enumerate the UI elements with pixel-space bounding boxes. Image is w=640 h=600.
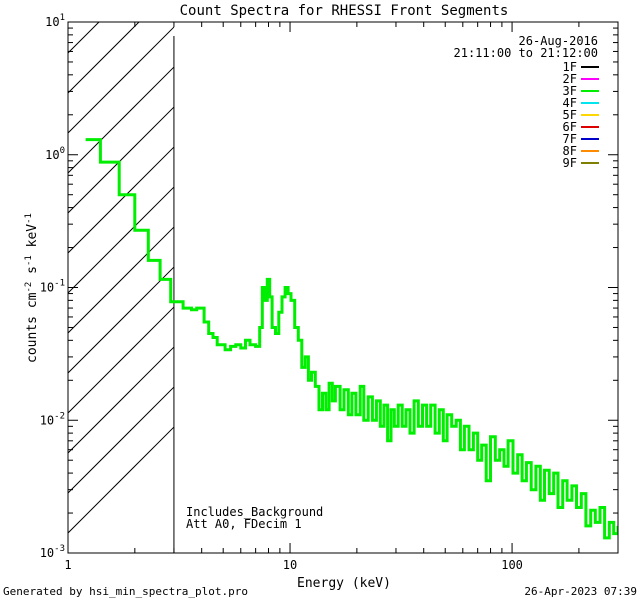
legend-label: 5F <box>563 108 577 122</box>
hatch-line <box>68 0 174 13</box>
x-axis-label: Energy (keV) <box>297 576 391 591</box>
footer-timestamp: 26-Apr-2023 07:39 <box>524 585 637 598</box>
hatch-line <box>68 226 175 334</box>
annotation-background: Includes_Background <box>186 505 323 519</box>
axis-ticks <box>67 21 619 554</box>
hatch-line <box>68 346 175 454</box>
hatch-line <box>68 306 175 414</box>
hatch-line <box>68 106 175 214</box>
chart-title: Count Spectra for RHESSI Front Segments <box>180 3 509 19</box>
hatch-line <box>68 146 175 254</box>
annotation-attenuator: Att A0, FDecim 1 <box>186 517 302 531</box>
y-tick-label: 100 <box>45 146 65 162</box>
legend-label: 6F <box>563 120 577 134</box>
hatch-line <box>68 386 175 494</box>
legend-label: 7F <box>563 132 577 146</box>
hatch-line <box>68 266 175 374</box>
hatch-line <box>68 22 140 94</box>
legend-label: 2F <box>563 72 577 86</box>
y-axis-label: counts cm-2 s-1 keV-1 <box>24 213 40 363</box>
legend-time-range: 21:11:00 to 21:12:00 <box>454 46 599 60</box>
legend-label: 8F <box>563 144 577 158</box>
series-line-3F <box>85 138 618 540</box>
hatch-line <box>68 426 175 534</box>
y-tick-labels: 101 100 10-1 10-2 10-3 <box>40 13 65 560</box>
x-tick-label: 10 <box>283 558 297 572</box>
y-tick-label: 10-2 <box>40 411 65 427</box>
x-tick-label: 100 <box>501 558 523 572</box>
series-group <box>85 138 618 540</box>
hatch-line <box>68 26 175 134</box>
y-tick-label: 10-3 <box>40 544 65 560</box>
hatch-line <box>68 22 100 54</box>
x-tick-label: 1 <box>64 558 71 572</box>
hatch-line <box>68 186 175 294</box>
y-tick-label: 101 <box>45 13 65 29</box>
legend-label: 3F <box>563 84 577 98</box>
hatch-line <box>68 66 175 174</box>
hatched-region <box>68 0 175 534</box>
legend-label: 4F <box>563 96 577 110</box>
legend-date: 26-Aug-2016 <box>519 34 598 48</box>
x-tick-labels: 1 10 100 <box>64 558 523 572</box>
legend-label: 9F <box>563 156 577 170</box>
y-tick-label: 10-1 <box>40 279 65 295</box>
generated-by-text: Generated by hsi_min_spectra_plot.pro <box>3 585 248 598</box>
legend-label: 1F <box>563 60 577 74</box>
